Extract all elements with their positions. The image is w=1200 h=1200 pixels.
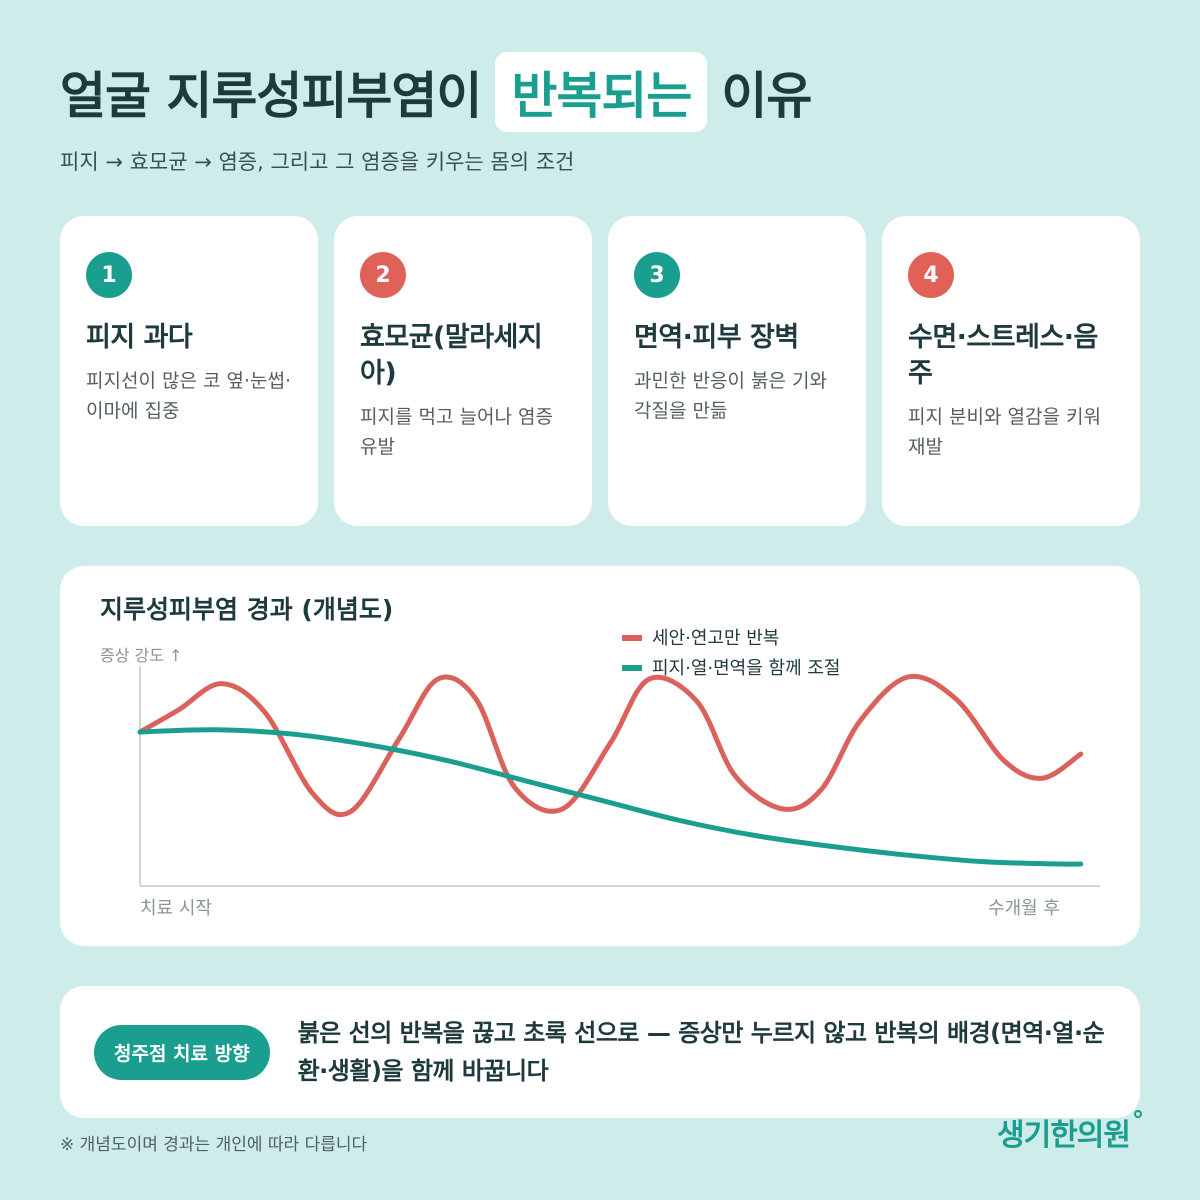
card-desc-1: 피지선이 많은 코 옆·눈썹·이마에 집중 xyxy=(86,370,291,422)
series-line-combined xyxy=(137,727,1084,867)
legend-label-combined: 피지·열·면역을 함께 조절 xyxy=(652,658,841,679)
cause-card-4: 4 수면·스트레스·음주 피지 분비와 열감을 키워 재발 xyxy=(882,216,1140,526)
cause-card-3: 3 면역·피부 장벽 과민한 반응이 붉은 기와 각질을 만듦 xyxy=(608,216,866,526)
legend-label-repeat: 세안·연고만 반복 xyxy=(652,628,779,649)
x-axis-end-label: 수개월 후 xyxy=(988,898,1060,919)
cause-card-1: 1 피지 과다 피지선이 많은 코 옆·눈썹·이마에 집중 xyxy=(60,216,318,526)
y-axis-label: 증상 강도 ↑ xyxy=(100,646,182,665)
chart-legend: 세안·연고만 반복 피지·열·면역을 함께 조절 xyxy=(622,628,841,679)
card-number-2: 2 xyxy=(360,252,406,298)
brand-dot-icon xyxy=(1134,1110,1142,1118)
card-title-1: 피지 과다 xyxy=(86,322,193,353)
brand-logo: 생기한의원 xyxy=(997,1110,1142,1154)
card-title-2: 효모균(말라세지아) xyxy=(360,322,543,389)
cause-card-2: 2 효모균(말라세지아) 피지를 먹고 늘어나 염증 유발 xyxy=(334,216,592,526)
treatment-badge: 청주점 치료 방향 xyxy=(94,1024,270,1080)
card-number-4: 4 xyxy=(908,252,954,298)
card-title-4: 수면·스트레스·음주 xyxy=(908,322,1098,389)
card-desc-3: 과민한 반응이 붉은 기와 각질을 만듦 xyxy=(634,370,827,422)
footnote: ※ 개념도이며 경과는 개인에 따라 다릅니다 xyxy=(60,1135,368,1155)
chart-card: 지루성피부염 경과 (개념도) 증상 강도 ↑ 치료 시작 수개월 후 세안·연… xyxy=(60,566,1140,946)
title-highlight: 반복되는 xyxy=(495,52,708,132)
treatment-text: 붉은 선의 반복을 끊고 초록 선으로 — 증상만 누르지 않고 반복의 배경(… xyxy=(297,1019,1105,1085)
x-axis-start-label: 치료 시작 xyxy=(140,898,212,919)
title-after: 이유 xyxy=(721,67,812,125)
card-number-3: 3 xyxy=(634,252,680,298)
treatment-direction-card: 청주점 치료 방향 붉은 선의 반복을 끊고 초록 선으로 — 증상만 누르지 … xyxy=(60,986,1140,1118)
series-line-repeat xyxy=(137,673,1084,818)
cause-cards: 1 피지 과다 피지선이 많은 코 옆·눈썹·이마에 집중 2 효모균(말라세지… xyxy=(60,216,1140,526)
card-desc-4: 피지 분비와 열감을 키워 재발 xyxy=(908,406,1101,458)
page-subtitle: 피지 → 효모균 → 염증, 그리고 그 염증을 키우는 몸의 조건 xyxy=(60,150,575,174)
chart-title: 지루성피부염 경과 (개념도) xyxy=(100,595,393,624)
brand-name: 생기한의원 xyxy=(997,1118,1131,1153)
title-before: 얼굴 지루성피부염이 xyxy=(60,67,482,125)
page-title: 얼굴 지루성피부염이 반복되는 이유 xyxy=(60,52,812,132)
card-desc-2: 피지를 먹고 늘어나 염증 유발 xyxy=(360,406,553,458)
card-title-3: 면역·피부 장벽 xyxy=(634,322,799,353)
card-number-1: 1 xyxy=(86,252,132,298)
course-chart: 지루성피부염 경과 (개념도) 증상 강도 ↑ 치료 시작 수개월 후 세안·연… xyxy=(100,595,1100,919)
